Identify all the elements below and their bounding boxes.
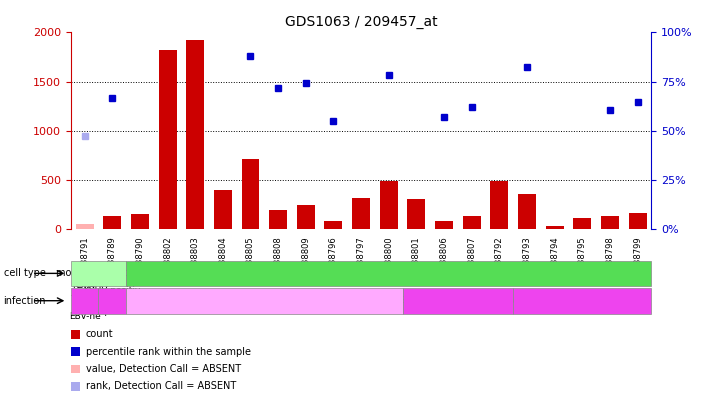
Bar <box>407 199 426 229</box>
Text: KSHV-positive EBV-positive: KSHV-positive EBV-positive <box>521 296 644 305</box>
Text: KSHV-positive EBV-negative: KSHV-positive EBV-negative <box>395 296 521 305</box>
Bar <box>546 226 564 229</box>
Bar <box>463 216 481 229</box>
Bar <box>629 213 646 229</box>
Bar <box>186 40 204 229</box>
Text: value, Detection Call = ABSENT: value, Detection Call = ABSENT <box>86 364 241 374</box>
Bar <box>324 221 343 229</box>
Bar <box>491 181 508 229</box>
Bar <box>297 205 315 229</box>
Text: cell line: cell line <box>370 269 408 278</box>
Text: infection: infection <box>4 296 46 306</box>
Bar <box>352 198 370 229</box>
Bar <box>435 222 453 229</box>
Text: mononuclear cell: mononuclear cell <box>57 269 140 278</box>
Bar <box>214 190 232 229</box>
Bar <box>379 181 398 229</box>
Bar <box>518 194 536 229</box>
Text: count: count <box>86 329 113 339</box>
Bar <box>103 216 121 229</box>
Text: KSHV-positiv
e
EBV-positive: KSHV-positiv e EBV-positive <box>84 286 141 315</box>
Title: GDS1063 / 209457_at: GDS1063 / 209457_at <box>285 15 438 29</box>
Bar <box>241 159 260 229</box>
Bar <box>131 213 149 229</box>
Bar <box>573 218 591 229</box>
Text: rank, Detection Call = ABSENT: rank, Detection Call = ABSENT <box>86 382 236 391</box>
Text: KSHV-negative EBV-positive: KSHV-negative EBV-positive <box>201 296 327 305</box>
Bar <box>601 215 619 229</box>
Bar <box>159 50 176 229</box>
Text: cell type: cell type <box>4 269 45 278</box>
Text: percentile rank within the sample: percentile rank within the sample <box>86 347 251 356</box>
Bar <box>76 224 93 229</box>
Bar <box>269 210 287 229</box>
Text: KSHV
-positi
ve
EBV-ne: KSHV -positi ve EBV-ne <box>69 281 101 321</box>
